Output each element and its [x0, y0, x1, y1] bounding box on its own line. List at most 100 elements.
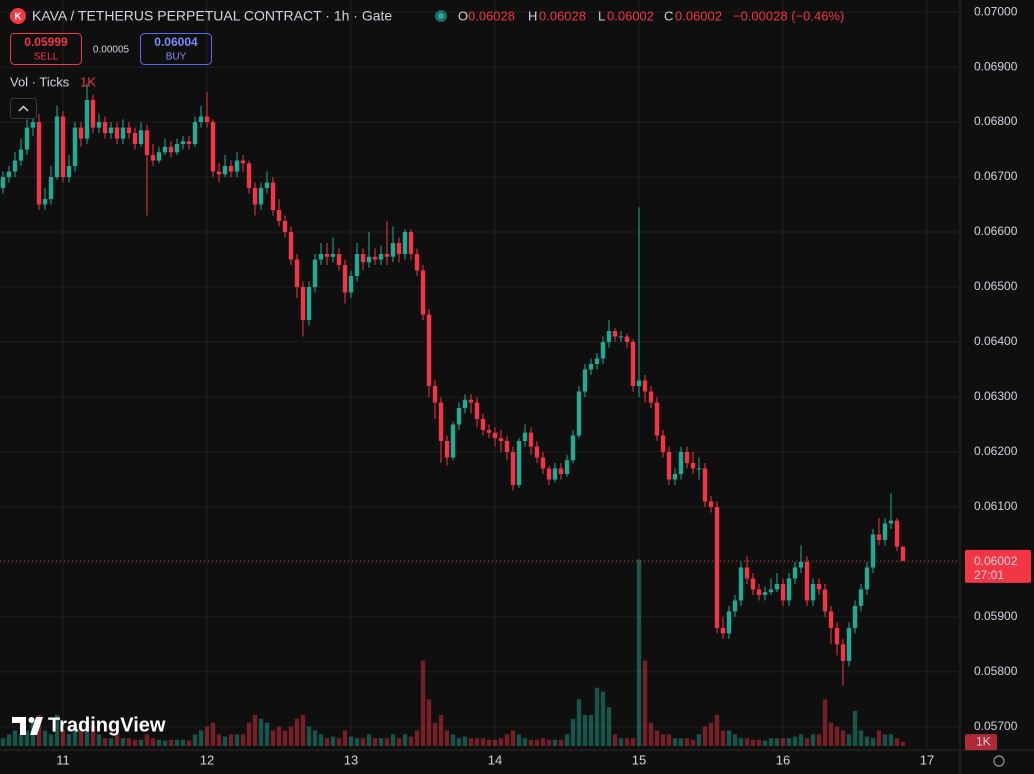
- candle-body: [72, 127, 78, 167]
- candle-body: [804, 561, 810, 601]
- candle-body: [366, 256, 372, 263]
- buy-price: 0.06004: [154, 35, 198, 49]
- volume-bar: [750, 739, 756, 746]
- candle-body: [552, 468, 558, 480]
- volume-bar: [564, 734, 570, 746]
- volume-bar: [468, 738, 474, 746]
- symbol-logo: [10, 8, 26, 24]
- volume-bar: [666, 734, 672, 746]
- ohlc-label: H: [528, 8, 537, 23]
- volume-bar: [42, 730, 48, 746]
- settings-icon[interactable]: [993, 755, 1005, 767]
- candle-body: [660, 435, 666, 452]
- volume-bar: [726, 730, 732, 746]
- volume-bar: [900, 742, 906, 746]
- y-tick-label: 0.06400: [974, 334, 1018, 348]
- y-tick-label: 0.06900: [974, 59, 1018, 73]
- candle-body: [60, 116, 66, 178]
- candle-body: [222, 166, 228, 175]
- volume-bar: [372, 738, 378, 746]
- candle-body: [618, 336, 624, 338]
- volume-bar: [474, 738, 480, 746]
- volume-bar: [636, 559, 642, 746]
- volume-bar: [48, 734, 54, 746]
- volume-bar: [246, 722, 252, 746]
- volume-bar: [882, 734, 888, 746]
- x-tick-label: 15: [632, 752, 646, 767]
- volume-bar: [834, 726, 840, 746]
- volume-bar: [408, 736, 414, 746]
- volume-bar: [222, 736, 228, 746]
- candle-body: [498, 438, 504, 441]
- candle-body: [78, 127, 84, 139]
- volume-bar: [870, 738, 876, 746]
- candle-body: [126, 127, 132, 134]
- candle-body: [420, 270, 426, 315]
- volume-bar: [786, 738, 792, 746]
- y-tick-label: 0.05700: [974, 719, 1018, 733]
- sell-button[interactable]: [10, 33, 82, 65]
- candle-body: [870, 534, 876, 568]
- sell-price: 0.05999: [24, 35, 68, 49]
- ohlc-value: 0.06002: [675, 8, 722, 23]
- volume-bar: [780, 738, 786, 746]
- buy-button[interactable]: [140, 33, 212, 65]
- candle-body: [48, 177, 54, 200]
- candle-body: [120, 127, 126, 139]
- volume-bar: [18, 734, 24, 746]
- volume-bar: [450, 734, 456, 746]
- candle-body: [312, 259, 318, 288]
- volume-bar: [174, 739, 180, 746]
- volume-bar: [846, 734, 852, 746]
- volume-bar: [54, 714, 60, 746]
- candle-body: [654, 402, 660, 436]
- candle-body: [636, 380, 642, 386]
- volume-bar: [594, 687, 600, 746]
- candle-body: [690, 462, 696, 469]
- volume-bar: [540, 738, 546, 746]
- volume-bar: [510, 730, 516, 746]
- y-tick-label: 0.06800: [974, 114, 1018, 128]
- candle-body: [816, 583, 822, 590]
- candle-body: [258, 188, 264, 205]
- candle-body: [564, 460, 570, 474]
- x-tick-label: 17: [920, 752, 934, 767]
- candle-body: [204, 116, 210, 123]
- candle-body: [90, 100, 96, 128]
- volume-bar: [828, 722, 834, 746]
- collapse-button[interactable]: [10, 98, 37, 119]
- volume-bar: [792, 736, 798, 746]
- candle-body: [756, 589, 762, 595]
- volume-bar: [180, 739, 186, 746]
- candle-body: [132, 133, 138, 145]
- candle-body: [624, 336, 630, 343]
- volume-bar: [756, 739, 762, 746]
- candle-body: [858, 589, 864, 606]
- volume-bar: [36, 714, 42, 746]
- candle-body: [540, 457, 546, 469]
- volume-bar: [330, 736, 336, 746]
- volume-bar: [762, 740, 768, 746]
- ohlc-value: 0.06002: [607, 8, 654, 23]
- candle-body: [702, 468, 708, 502]
- candle-body: [744, 567, 750, 579]
- candle-body: [798, 561, 804, 568]
- volume-bar: [552, 739, 558, 746]
- candle-body: [348, 276, 354, 293]
- symbol-logo-letter: K: [14, 12, 22, 23]
- candle-body: [240, 160, 246, 164]
- volume-bar: [546, 739, 552, 746]
- x-tick-label: 14: [488, 752, 502, 767]
- volume-bar: [534, 739, 540, 746]
- volume-bar: [768, 738, 774, 746]
- candle-body: [720, 627, 726, 634]
- volume-bar: [114, 734, 120, 746]
- volume-bar: [186, 740, 192, 746]
- countdown: 27:01: [974, 568, 1004, 582]
- volume-bar: [858, 730, 864, 746]
- candle-body: [432, 385, 438, 403]
- volume-bar: [132, 739, 138, 746]
- candle-body: [450, 424, 456, 458]
